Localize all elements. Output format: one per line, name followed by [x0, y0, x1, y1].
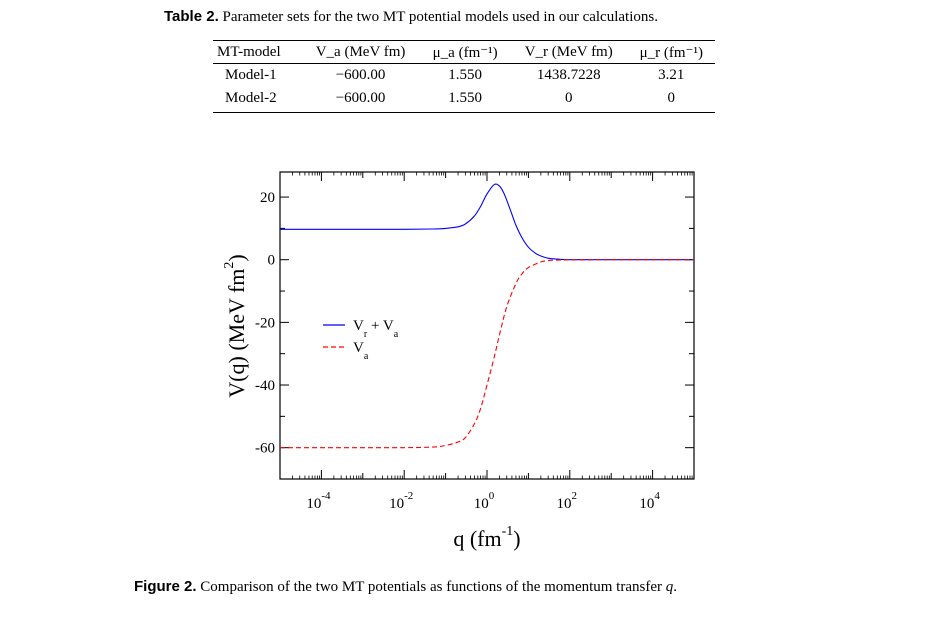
figure-caption-end: . [673, 579, 677, 595]
y-axis-title-sup: 2 [222, 262, 237, 269]
x-tick-exponent: 2 [572, 490, 578, 502]
x-tick-base: 10 [389, 496, 404, 512]
table-header-row: MT-model V_a (MeV fm) μ_a (fm⁻¹) V_r (Me… [213, 40, 715, 64]
table-caption-text: Parameter sets for the two MT potential … [218, 9, 658, 25]
x-tick-base: 10 [306, 496, 321, 512]
x-tick-label: 10-4 [306, 490, 331, 512]
cell-model: Model-2 [213, 87, 301, 113]
x-tick-base: 10 [557, 496, 572, 512]
x-axis-title-main: q (fm [453, 526, 501, 551]
x-tick-exponent: -2 [404, 490, 413, 502]
y-tick-label: -20 [255, 315, 275, 331]
x-tick-label: 102 [557, 490, 578, 512]
legend-label: Vr + Va [353, 318, 399, 340]
x-tick-label: 104 [639, 490, 660, 512]
header-model: MT-model [213, 40, 301, 64]
y-axis-title-end: ) [224, 254, 249, 261]
figure-caption-label: Figure 2. [134, 578, 197, 595]
table-row: Model-2 −600.00 1.550 0 0 [213, 87, 715, 113]
y-axis-title-main: V(q) (MeV fm [224, 269, 249, 398]
legend-text: V [353, 340, 364, 356]
y-axis-title: V(q) (MeV fm2) [222, 254, 249, 397]
legend-subscript: a [394, 329, 399, 340]
series-line-va [280, 259, 694, 449]
cell-mua: 1.550 [448, 67, 483, 83]
header-mua: μ_a (fm⁻¹) [420, 40, 510, 64]
cell-mur: 0 [627, 87, 715, 113]
y-tick-label: 20 [260, 190, 275, 206]
y-tick-label: 0 [268, 253, 276, 269]
cell-mua: 1.550 [420, 87, 510, 113]
x-tick-base: 10 [639, 496, 654, 512]
header-mur: μ_r (fm⁻¹) [627, 40, 715, 64]
x-axis-title: q (fm-1) [453, 524, 520, 551]
x-tick-exponent: -4 [321, 490, 331, 502]
figure-caption-text: Comparison of the two MT potentials as f… [196, 579, 666, 595]
figure-caption: Figure 2. Comparison of the two MT poten… [134, 578, 677, 596]
table-caption-label: Table 2. [164, 8, 219, 25]
x-tick-label: 10-2 [389, 490, 413, 512]
x-axis-title-end: ) [513, 526, 520, 551]
x-tick-exponent: 0 [489, 490, 495, 502]
x-tick-base: 10 [474, 496, 489, 512]
legend-text: V [353, 318, 364, 334]
cell-model: Model-1 [225, 67, 277, 83]
cell-vr: 1438.7228 [536, 67, 601, 83]
legend-subscript: r [364, 329, 368, 340]
cell-vr: 0 [509, 87, 628, 113]
table-row: Model-1 −600.00 1.550 1438.7228 3.21 [213, 64, 715, 88]
y-tick-label: -60 [255, 441, 275, 457]
header-vr: V_r (MeV fm) [509, 40, 628, 64]
table-caption: Table 2. Parameter sets for the two MT p… [164, 8, 658, 26]
legend-text: + V [367, 318, 394, 334]
x-tick-label: 100 [474, 490, 495, 512]
parameter-table: MT-model V_a (MeV fm) μ_a (fm⁻¹) V_r (Me… [213, 40, 715, 113]
cell-mur: 3.21 [658, 67, 685, 83]
x-axis-title-sup: -1 [502, 524, 514, 539]
y-tick-label: -40 [255, 378, 275, 394]
cell-va: −600.00 [300, 87, 421, 113]
series-line-vr-plus-va [280, 183, 694, 261]
cell-va: −600.00 [335, 67, 386, 83]
figure-caption-variable: q [665, 579, 674, 595]
legend-label: Va [353, 340, 369, 362]
x-tick-exponent: 4 [654, 490, 660, 502]
legend-subscript: a [364, 351, 369, 362]
header-va: V_a (MeV fm) [300, 40, 421, 64]
